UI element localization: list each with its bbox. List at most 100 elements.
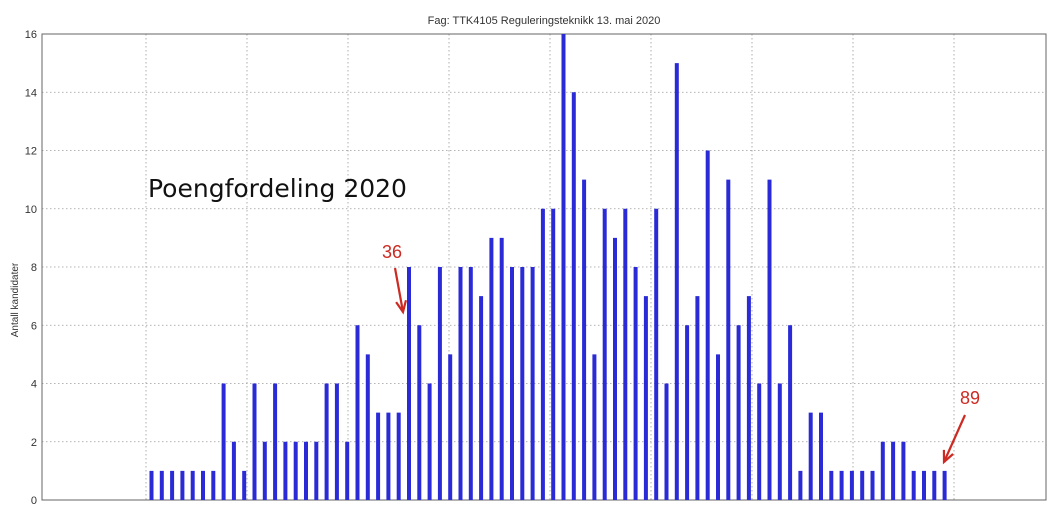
bar-97 (777, 383, 782, 500)
bar-64 (437, 267, 442, 500)
y-axis-label: Antall kandidater (10, 262, 21, 337)
bar-55 (345, 441, 350, 500)
bar-77 (571, 92, 576, 500)
bar-79 (592, 354, 597, 500)
bar-51 (304, 441, 308, 500)
bar-91 (716, 354, 720, 500)
bar-101 (819, 412, 823, 500)
bar-107 (880, 441, 885, 500)
bar-70 (499, 237, 504, 500)
bar-113 (942, 470, 947, 500)
bar-87 (674, 63, 679, 500)
bar-56 (355, 325, 360, 500)
y-tick-label: 4 (31, 379, 37, 391)
bar-78 (582, 179, 587, 500)
bar-36 (149, 470, 154, 500)
bar-110 (911, 470, 916, 500)
bar-38 (170, 470, 175, 500)
bar-100 (808, 412, 813, 500)
annotations: 36 89 (382, 242, 980, 465)
y-tick-label: 0 (31, 495, 37, 507)
bar-93 (736, 325, 741, 500)
annotation-arrowhead-36 (395, 300, 408, 315)
bar-102 (829, 470, 834, 500)
y-tick-label: 6 (31, 320, 37, 332)
bar-95 (757, 383, 762, 500)
bar-82 (623, 208, 628, 500)
bar-99 (798, 470, 803, 500)
bar-111 (922, 470, 926, 500)
bar-83 (633, 267, 638, 500)
bar-108 (891, 441, 896, 500)
bar-50 (293, 441, 298, 500)
bar-59 (386, 412, 391, 500)
bar-92 (726, 179, 731, 500)
y-tick-label: 10 (25, 204, 37, 216)
bar-49 (283, 441, 288, 500)
bar-54 (334, 383, 339, 500)
bar-42 (211, 470, 216, 500)
bar-98 (788, 325, 793, 500)
bar-105 (860, 470, 865, 500)
bar-71 (510, 267, 514, 500)
bar-68 (479, 296, 484, 500)
bar-89 (695, 296, 700, 500)
bar-84 (643, 296, 648, 500)
bar-63 (427, 383, 432, 500)
y-tick-label: 12 (25, 146, 37, 158)
bar-74 (540, 208, 545, 500)
bar-61 (407, 267, 411, 500)
bar-69 (489, 237, 494, 500)
bar-94 (746, 296, 751, 500)
bar-58 (376, 412, 381, 500)
bar-57 (365, 354, 370, 500)
bars (149, 34, 947, 500)
bar-88 (685, 325, 690, 500)
y-tick-label: 16 (25, 29, 37, 41)
y-tick-label: 8 (31, 262, 37, 274)
y-tick-label: 14 (25, 87, 37, 99)
bar-96 (767, 179, 772, 500)
bar-86 (664, 383, 669, 500)
inset-label: Poengfordeling 2020 (148, 174, 407, 203)
bar-46 (252, 383, 257, 500)
bar-62 (417, 325, 422, 500)
bar-109 (901, 441, 906, 500)
bar-37 (159, 470, 164, 500)
bar-76 (561, 34, 566, 500)
bar-52 (314, 441, 319, 500)
bar-48 (273, 383, 278, 500)
bar-73 (530, 267, 535, 500)
bar-45 (242, 470, 247, 500)
bar-103 (839, 470, 844, 500)
bar-40 (190, 470, 195, 500)
y-axis-ticks: 0 2 4 6 8 10 12 14 16 (25, 29, 37, 507)
annotation-arrowhead-89 (942, 449, 954, 465)
bar-44 (231, 441, 236, 500)
annotation-label-89: 89 (960, 388, 980, 408)
bar-80 (602, 208, 607, 500)
bar-85 (654, 208, 659, 500)
bar-41 (201, 470, 205, 500)
annotation-label-36: 36 (382, 242, 402, 262)
bar-81 (613, 237, 617, 500)
bar-60 (396, 412, 401, 500)
annotation-arrow-36 (393, 267, 405, 313)
bar-106 (870, 470, 875, 500)
bar-39 (180, 470, 185, 500)
bar-90 (705, 150, 710, 500)
bar-75 (551, 208, 556, 500)
bar-67 (468, 267, 473, 500)
y-tick-label: 2 (31, 437, 37, 449)
bar-112 (932, 470, 937, 500)
bar-43 (221, 383, 226, 500)
bar-66 (458, 267, 463, 500)
bar-47 (262, 441, 267, 500)
annotation-arrow-89 (942, 414, 967, 463)
chart-title: Fag: TTK4105 Reguleringsteknikk 13. mai … (428, 15, 661, 27)
bar-72 (520, 267, 525, 500)
grid-lines (42, 34, 1046, 500)
bar-53 (324, 383, 329, 500)
bar-104 (849, 470, 854, 500)
